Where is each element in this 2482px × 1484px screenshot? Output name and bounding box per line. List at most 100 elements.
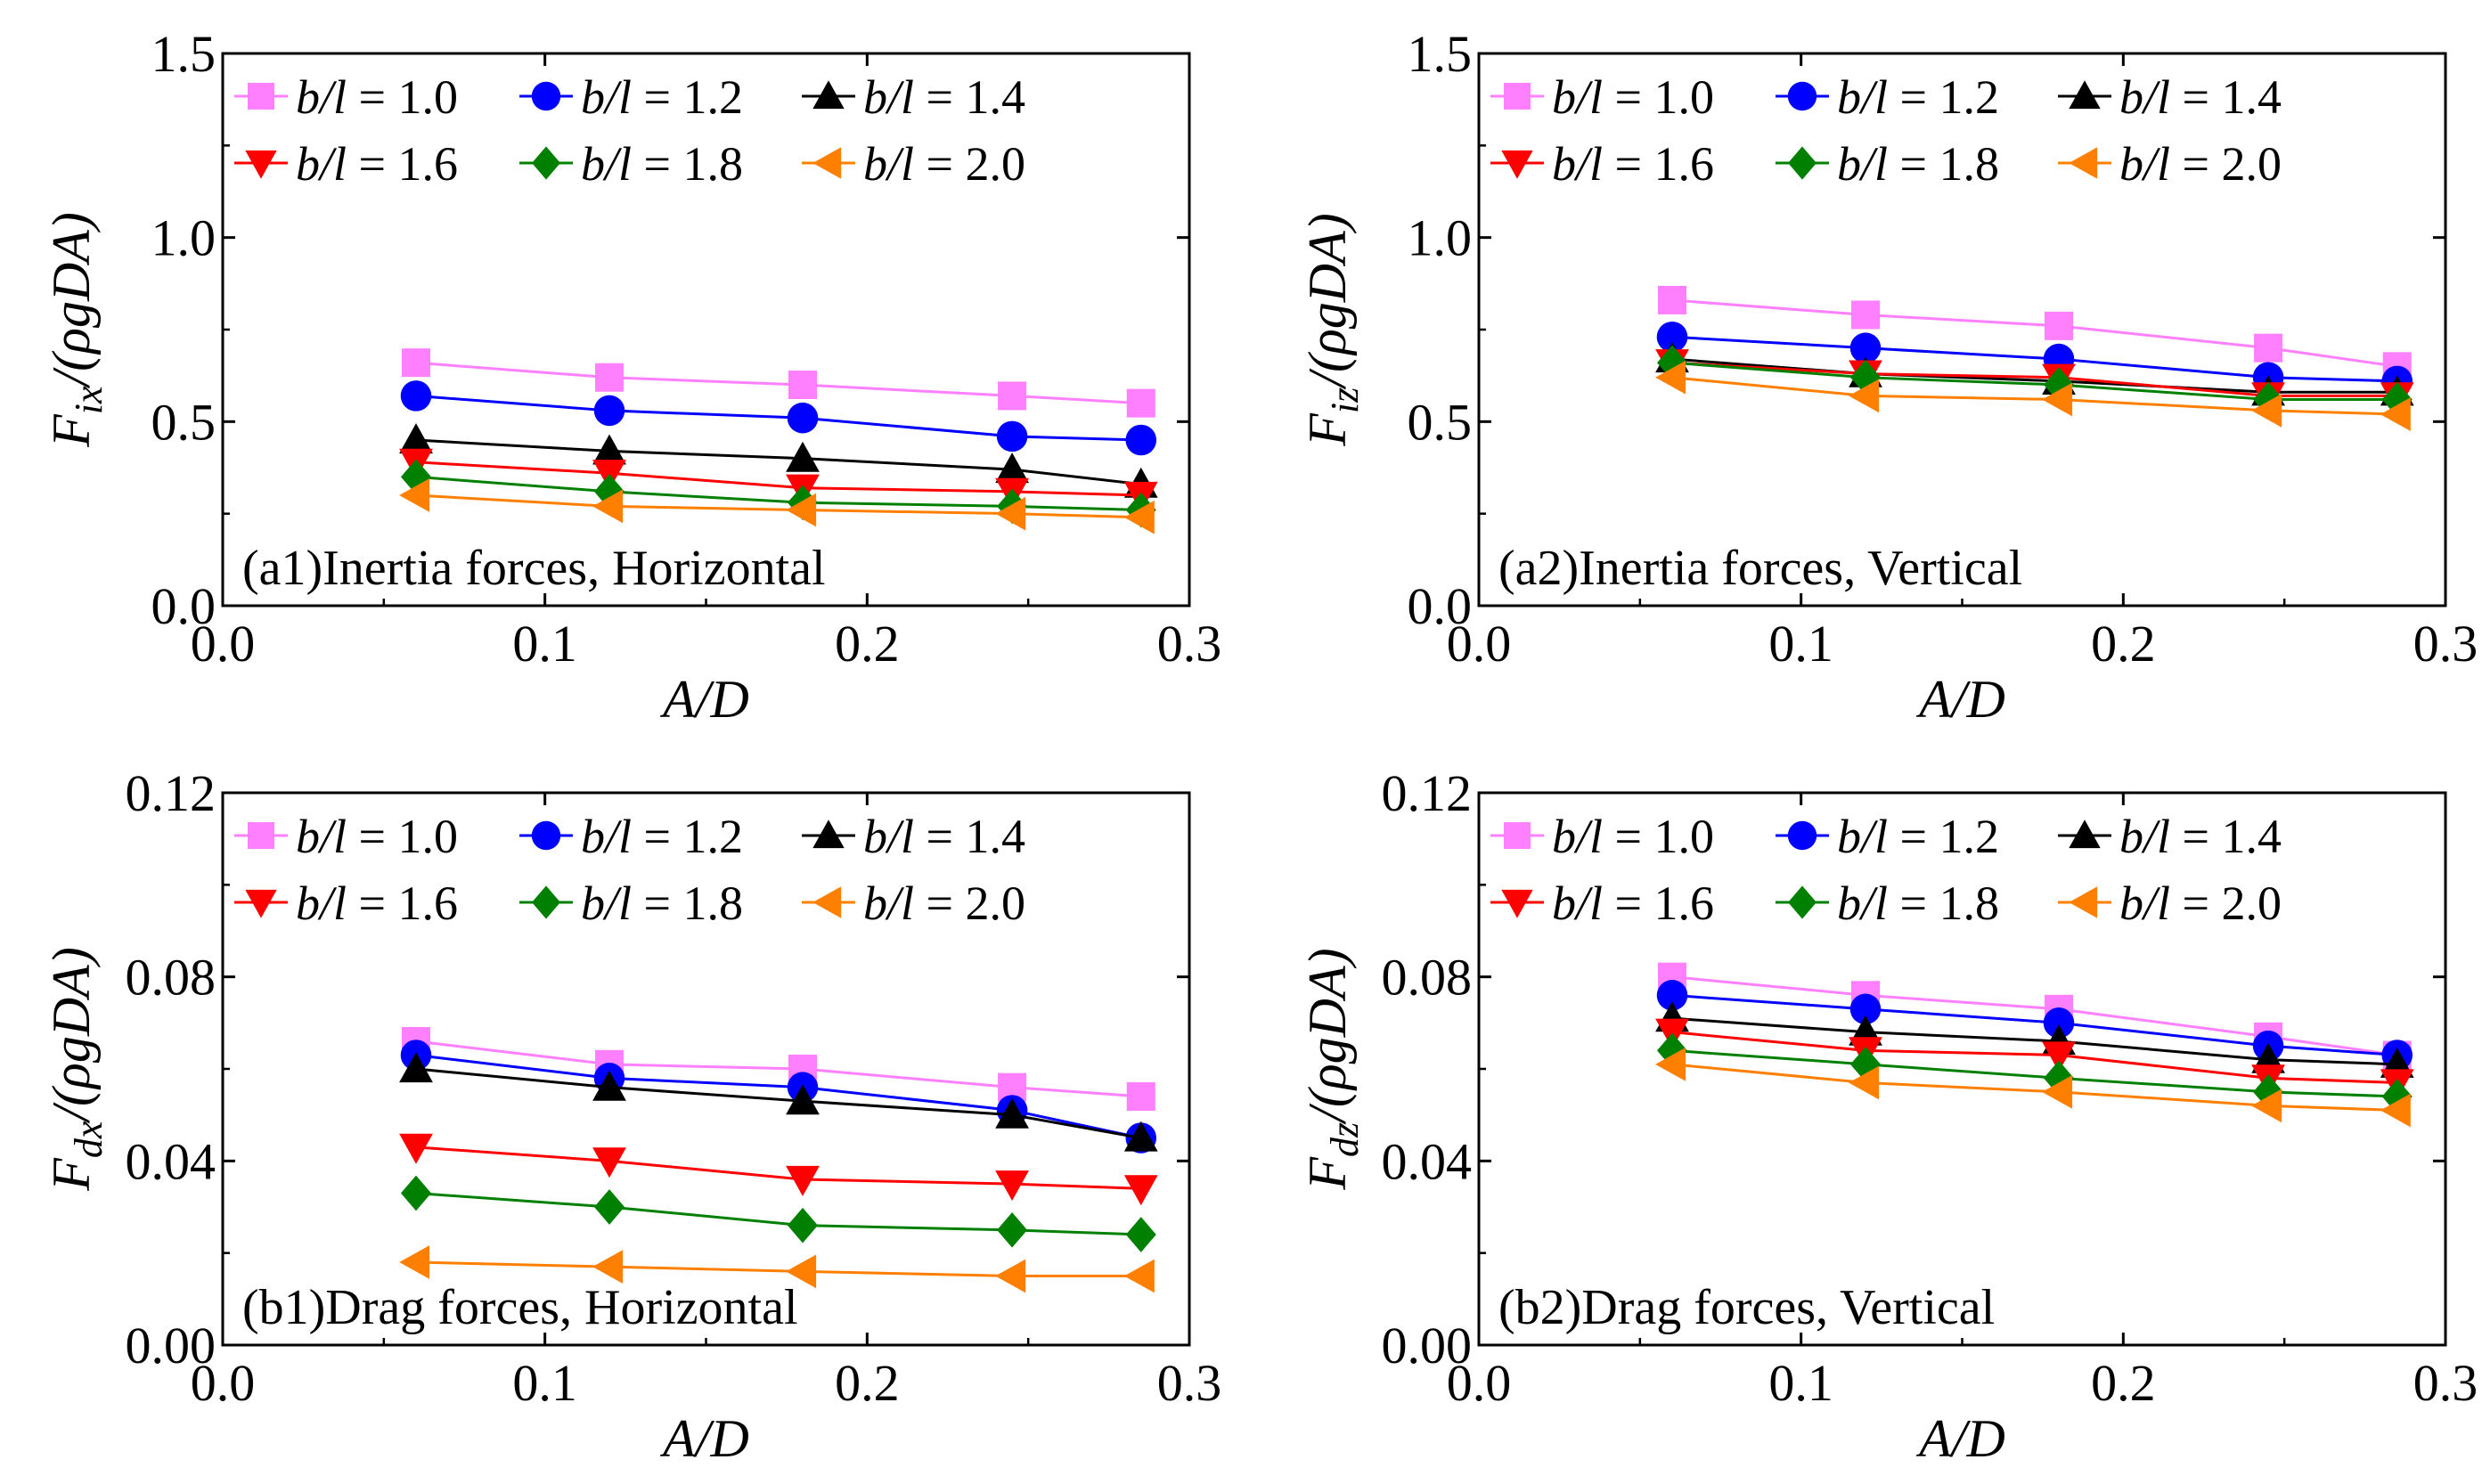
legend-marker bbox=[2069, 147, 2098, 179]
series-5 bbox=[401, 1175, 1156, 1252]
series-line bbox=[415, 1260, 1141, 1277]
series-4 bbox=[399, 1133, 1158, 1206]
data-point bbox=[2251, 394, 2282, 428]
legend-item: b/l = 1.6 bbox=[1490, 877, 1714, 930]
legend-var: b/l bbox=[1837, 877, 1888, 930]
y-tick-label: 0.0 bbox=[151, 577, 216, 635]
legend-value: = 1.4 bbox=[2170, 810, 2282, 863]
legend-marker bbox=[248, 83, 274, 110]
data-point bbox=[2042, 382, 2073, 417]
data-point bbox=[788, 371, 817, 399]
chart-panel-b1: 0.0 0.1 0.2 0.3 0.00 0.04 0.08 0.12 A/D Fdx/(ρgDA… bbox=[42, 764, 1221, 1468]
legend-label: b/l = 2.0 bbox=[2119, 877, 2282, 930]
legend-marker bbox=[531, 820, 561, 851]
series-2 bbox=[400, 380, 1157, 456]
x-tick-label: 0.3 bbox=[1157, 615, 1222, 673]
x-tick-label: 0.0 bbox=[191, 615, 256, 673]
legend: b/l = 1.0 b/l = 1.2 b/l = 1.4b/l = 1.6 b/l … bbox=[234, 70, 1025, 191]
data-point bbox=[996, 420, 1028, 453]
series-2 bbox=[1656, 980, 2413, 1071]
x-tick-label: 0.0 bbox=[1447, 1354, 1512, 1412]
x-axis-label: A/D bbox=[659, 670, 749, 729]
data-point bbox=[1126, 388, 1155, 418]
data-point bbox=[1125, 424, 1157, 456]
data-point bbox=[1656, 980, 1688, 1011]
legend-item: b/l = 1.2 bbox=[1776, 810, 1999, 863]
data-point bbox=[399, 1133, 433, 1164]
y-axis-label-rest: /(ρgDA) bbox=[1298, 948, 1357, 1124]
legend-label: b/l = 1.6 bbox=[1552, 877, 1714, 930]
y-tick-label: 1.0 bbox=[1408, 209, 1473, 267]
data-point bbox=[2045, 311, 2073, 340]
chart-panel-a2: 0.0 0.1 0.2 0.3 0.0 0.5 1.0 1.5 A/D Fiz/(ρgDA) b/l… bbox=[1298, 25, 2478, 729]
x-tick-label: 0.1 bbox=[1768, 615, 1833, 673]
y-tick-label: 1.0 bbox=[151, 209, 216, 267]
legend-marker bbox=[245, 889, 277, 918]
legend-value: = 2.0 bbox=[2170, 877, 2282, 930]
panel-annotation: (a2)Inertia forces, Vertical bbox=[1498, 541, 2022, 596]
legend-value: = 1.2 bbox=[632, 70, 743, 124]
data-point bbox=[593, 395, 625, 427]
legend-value: = 1.6 bbox=[1603, 137, 1714, 191]
data-point bbox=[2042, 1041, 2076, 1072]
data-point bbox=[1655, 1047, 1686, 1081]
series-line bbox=[415, 1192, 1141, 1236]
legend-label: b/l = 1.4 bbox=[2119, 810, 2282, 863]
y-tick-label: 0.04 bbox=[1382, 1132, 1473, 1190]
data-point bbox=[998, 381, 1027, 411]
data-point bbox=[787, 402, 819, 434]
series-6 bbox=[1655, 360, 2411, 431]
series-line bbox=[1671, 1063, 2397, 1112]
legend-value: = 1.8 bbox=[632, 137, 743, 191]
y-tick-label: 0.5 bbox=[1408, 393, 1473, 451]
legend-label: b/l = 2.0 bbox=[863, 877, 1025, 930]
series-line bbox=[415, 394, 1141, 442]
panel-annotation: (b2)Drag forces, Vertical bbox=[1498, 1280, 1995, 1335]
data-point bbox=[592, 1147, 626, 1178]
legend-value: = 1.2 bbox=[1888, 810, 1999, 863]
data-point bbox=[1849, 379, 1880, 413]
legend-marker bbox=[1787, 81, 1817, 111]
data-point bbox=[997, 1212, 1028, 1248]
x-tick-label: 0.0 bbox=[1447, 615, 1512, 673]
data-point bbox=[1126, 1082, 1155, 1111]
data-point bbox=[399, 1052, 433, 1083]
legend-marker bbox=[532, 146, 560, 180]
data-point bbox=[2381, 381, 2413, 418]
data-point bbox=[786, 441, 820, 472]
x-axis-label: A/D bbox=[659, 1409, 749, 1468]
x-tick-label: 0.2 bbox=[835, 615, 900, 673]
legend-marker bbox=[245, 150, 277, 179]
series-3 bbox=[1655, 1001, 2414, 1078]
legend: b/l = 1.0 b/l = 1.2 b/l = 1.4b/l = 1.6 b/l … bbox=[1490, 70, 2282, 191]
y-axis-label-sub: dz bbox=[1323, 1122, 1367, 1157]
legend-marker bbox=[2069, 80, 2101, 110]
y-axis-label: Fdx/(ρgDA) bbox=[42, 947, 110, 1192]
legend-var: b/l bbox=[2119, 70, 2170, 124]
legend-marker bbox=[532, 885, 560, 919]
legend-var: b/l bbox=[863, 70, 914, 124]
legend-var: b/l bbox=[863, 137, 914, 191]
legend-marker bbox=[2069, 886, 2098, 918]
legend-value: = 1.8 bbox=[1888, 877, 1999, 930]
legend-item: b/l = 1.8 bbox=[1776, 877, 1999, 930]
legend-item: b/l = 1.2 bbox=[519, 70, 743, 124]
x-tick-label: 0.1 bbox=[512, 615, 577, 673]
x-tick-label: 0.2 bbox=[2091, 615, 2156, 673]
legend-var: b/l bbox=[296, 810, 347, 863]
legend-marker bbox=[1504, 83, 1531, 110]
x-tick-label: 0.3 bbox=[2413, 615, 2478, 673]
legend-var: b/l bbox=[2119, 810, 2170, 863]
legend-marker bbox=[1788, 885, 1817, 919]
legend-value: = 1.0 bbox=[1603, 70, 1714, 124]
series-line bbox=[415, 1067, 1142, 1139]
series-line bbox=[1671, 335, 2397, 383]
legend-label: b/l = 1.6 bbox=[296, 877, 458, 930]
legend-label: b/l = 1.6 bbox=[296, 137, 458, 191]
legend-var: b/l bbox=[1552, 137, 1603, 191]
data-point bbox=[1850, 359, 1881, 395]
data-point bbox=[399, 478, 430, 512]
data-point bbox=[592, 434, 626, 465]
legend-label: b/l = 1.0 bbox=[296, 70, 458, 124]
legend-marker bbox=[248, 822, 274, 849]
